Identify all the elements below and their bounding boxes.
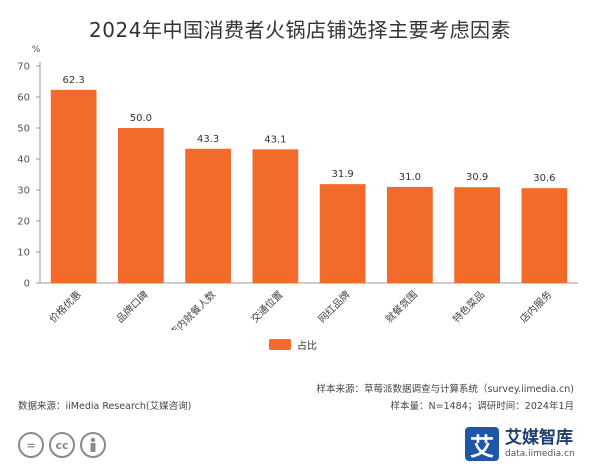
legend-label: 占比 — [297, 341, 317, 352]
brand: 艾 艾媒智库 data.iimedia.cn — [465, 427, 575, 461]
bar — [387, 186, 433, 283]
bar — [185, 148, 231, 283]
legend-swatch — [269, 339, 291, 350]
bar-chart: % 0 10 20 30 40 50 60 70 62.3 价格优惠 50.0 品牌口碑 43.3 店内就餐… — [17, 45, 578, 330]
x-tick-label: 价格优惠 — [46, 288, 83, 325]
x-tick-label: 交通位置 — [248, 288, 285, 325]
legend: 占比 — [269, 337, 317, 352]
bar — [521, 188, 568, 283]
x-tick-label: 品牌口碑 — [114, 288, 151, 325]
bar — [50, 89, 97, 284]
x-tick-label: 店内就餐人数 — [167, 288, 219, 330]
sample-source: 样本来源：草莓派数据调查与计算系统（survey.iimedia.cn) — [316, 384, 574, 395]
brand-url: data.iimedia.cn — [505, 448, 575, 459]
brand-logo-icon: 艾 — [465, 427, 499, 461]
x-tick-label: 店内服务 — [517, 288, 554, 325]
sample-size: 样本量：N=1484；调研时间：2024年1月 — [390, 401, 574, 412]
bar — [252, 149, 299, 283]
y-tick-label: 70 — [17, 62, 30, 73]
data-source: 数据来源：iiMedia Research(艾媒咨询) — [18, 401, 192, 412]
data-label: 43.1 — [264, 134, 286, 145]
data-label: 30.9 — [466, 172, 488, 183]
x-tick-label: 网红品牌 — [315, 288, 352, 325]
y-tick-label: 40 — [17, 155, 30, 166]
equals-icon: = — [18, 432, 44, 458]
y-tick-label: 60 — [17, 93, 30, 104]
data-label: 31.9 — [331, 169, 353, 180]
bar — [118, 128, 164, 283]
x-tick-label: 特色菜品 — [450, 288, 487, 325]
y-axis-unit: % — [32, 45, 41, 55]
chart-title: 2024年中国消费者火锅店铺选择主要考虑因素 — [89, 18, 511, 42]
data-label: 62.3 — [62, 75, 84, 86]
brand-name: 艾媒智库 — [505, 427, 573, 448]
x-tick-label: 就餐氛围 — [383, 288, 420, 325]
license-icons: = cc — [18, 432, 106, 458]
data-label: 50.0 — [130, 113, 152, 124]
y-tick-label: 0 — [24, 279, 30, 290]
bar — [454, 187, 500, 283]
y-tick-label: 20 — [17, 217, 30, 228]
y-tick-label: 30 — [17, 186, 30, 197]
y-tick-label: 50 — [17, 124, 30, 135]
data-label: 31.0 — [399, 172, 421, 183]
cc-icon: cc — [49, 432, 75, 458]
person-icon — [80, 432, 106, 458]
y-tick-label: 10 — [17, 248, 30, 259]
data-label: 43.3 — [197, 134, 219, 145]
data-label: 30.6 — [533, 173, 555, 184]
bar — [319, 184, 366, 283]
